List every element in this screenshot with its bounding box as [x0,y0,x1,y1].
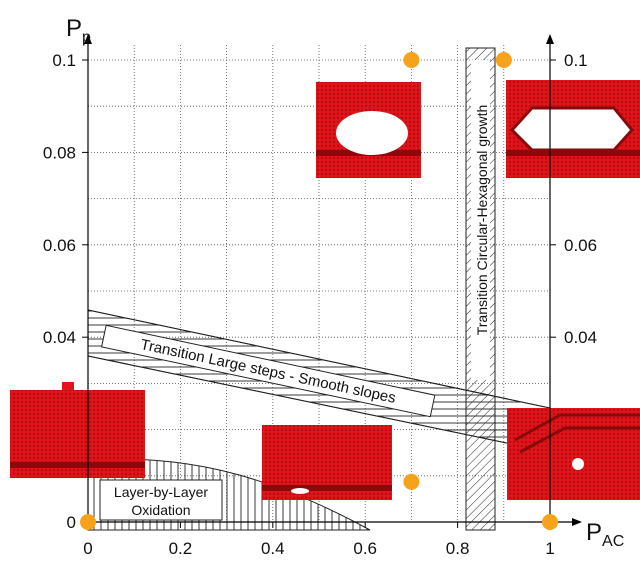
label-main: P [586,519,602,546]
label-main: P [66,15,82,42]
image-bottom-right [507,408,640,500]
annotation: Oxidation [131,502,190,518]
point [80,514,96,530]
label-sub: AC [602,533,624,550]
point [403,474,419,490]
annotation: Layer-by-Layer [114,484,208,500]
y-axis-label: Pp [66,15,91,46]
image-bottom-mid [262,425,392,500]
y2-tick-label: 0.04 [564,328,597,347]
y2-tick-label: 0.1 [564,51,588,70]
images [10,80,640,500]
x-axis-label: PAC [586,519,624,550]
y-tick-label: 0.04 [43,328,76,347]
arrow [546,34,554,44]
x-tick-label: 0.4 [261,539,285,556]
x-tick-label: 0.8 [446,539,470,556]
image-top-mid [316,82,421,178]
point [403,52,419,68]
y-tick-label: 0.08 [43,143,76,162]
chart: Transition Circular-Hexagonal growth Tra… [0,0,640,556]
point [542,514,558,530]
label-sub: p [82,29,91,46]
x-tick-label: 1 [545,539,554,556]
y-tick-label: 0.06 [43,236,76,255]
arrow [572,518,582,526]
x-tick-label: 0.6 [353,539,377,556]
image-top-right [506,80,640,178]
x-tick-label: 0 [83,539,92,556]
y-tick-label: 0.1 [52,51,76,70]
x-tick-label: 0.2 [169,539,193,556]
y-tick-label: 0 [67,513,76,532]
y2-tick-label: 0.06 [564,236,597,255]
annotation: Transition Circular-Hexagonal growth [474,105,490,336]
image-left [10,382,145,478]
point [496,52,512,68]
